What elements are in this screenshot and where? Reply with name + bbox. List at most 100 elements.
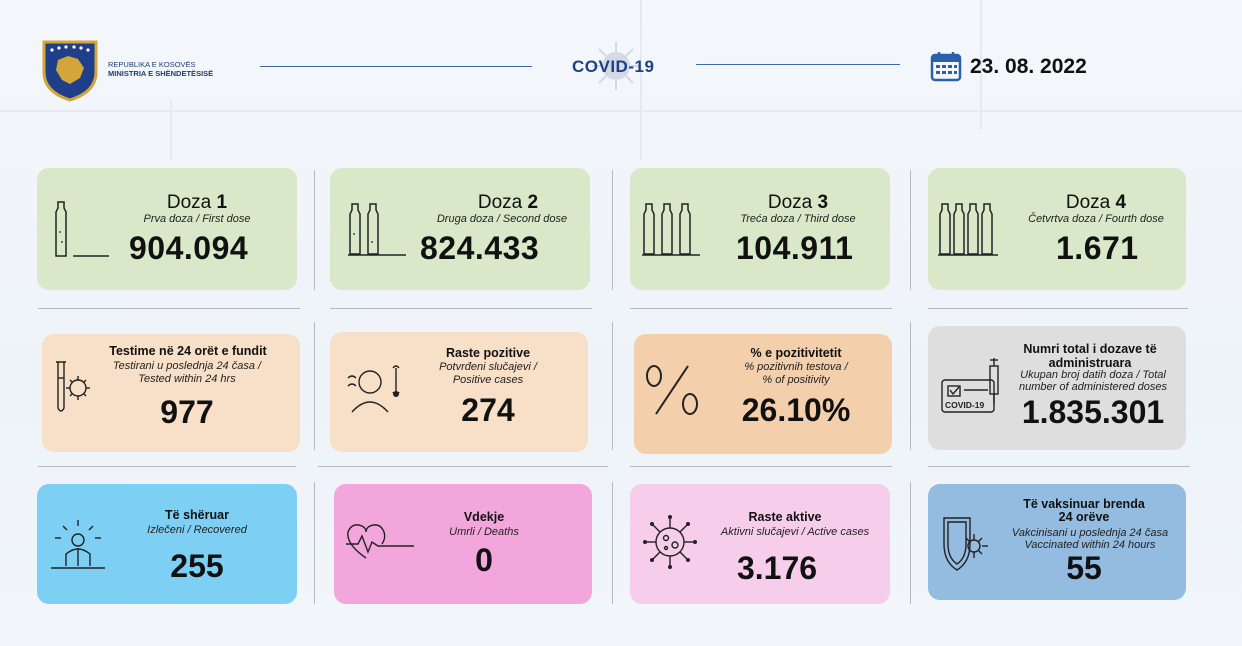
dose-2-number: 2 bbox=[527, 192, 539, 213]
dose-1-subtitle: Prva doza / First dose bbox=[143, 213, 251, 225]
ministry-name: REPUBLIKA E KOSOVËS MINISTRIA E SHËNDETË… bbox=[108, 60, 213, 78]
dose-3-subtitle: Treća doza / Third dose bbox=[740, 213, 856, 225]
vaccinated-subtitle-line1: Vakcinisani u poslednja 24 časa bbox=[1011, 527, 1169, 539]
header-divider bbox=[260, 66, 532, 67]
positivity-subtitle-line1: % pozitivnih testova / bbox=[744, 361, 848, 373]
ministry-line2: MINISTRIA E SHËNDETËSISË bbox=[108, 69, 214, 78]
positive-card: Raste pozitive Potvrđeni slučajevi / Posi… bbox=[330, 332, 588, 452]
test-tube-icon bbox=[56, 361, 90, 412]
positive-subtitle-line2: Positive cases bbox=[452, 374, 524, 386]
covid-title: COVID-19 bbox=[572, 57, 655, 76]
positive-subtitle: Potvrđeni slučajevi / Positive cases bbox=[418, 361, 558, 387]
row-divider bbox=[38, 308, 300, 309]
dose-1-title: Doza 1 bbox=[137, 192, 257, 214]
recovered-subtitle: Izlečeni / Recovered bbox=[147, 524, 247, 536]
vaccinated-value: 55 bbox=[1066, 550, 1102, 586]
column-divider bbox=[910, 322, 911, 450]
tests-subtitle: Testirani u poslednja 24 časa / Tested wi… bbox=[92, 360, 282, 386]
column-divider bbox=[314, 322, 315, 450]
vaccinated-title: Të vaksinuar brenda 24 orëve bbox=[1004, 498, 1164, 524]
dose-2-title: Doza 2 bbox=[448, 192, 568, 214]
dose-4-label: Doza bbox=[1065, 192, 1111, 213]
total-doses-card: COVID-19 Numri total i dozave të administ… bbox=[928, 326, 1186, 450]
header-divider bbox=[696, 64, 900, 65]
background-line bbox=[0, 110, 1242, 112]
row-divider bbox=[318, 466, 608, 467]
dose-3-title: Doza 3 bbox=[738, 192, 858, 214]
deaths-title: Vdekje bbox=[463, 510, 505, 524]
dose-4-card: Doza 4 Četvrtva doza / Fourth dose 1.671 bbox=[928, 168, 1186, 290]
vaccinated-title-line1: Të vaksinuar brenda bbox=[1023, 497, 1145, 511]
column-divider bbox=[910, 170, 911, 290]
tests-subtitle-line1: Testirani u poslednja 24 časa / bbox=[112, 360, 262, 372]
positivity-card: % e pozitivitetit % pozitivnih testova /… bbox=[634, 334, 892, 454]
deaths-subtitle: Umrli / Deaths bbox=[449, 526, 519, 538]
vaccinated-subtitle: Vakcinisani u poslednja 24 časa Vaccinate… bbox=[1000, 527, 1180, 551]
dose-4-value: 1.671 bbox=[1056, 230, 1139, 266]
total-doses-value: 1.835.301 bbox=[1021, 394, 1165, 430]
total-doses-title-line2: administruara bbox=[1048, 356, 1132, 370]
active-value: 3.176 bbox=[736, 550, 818, 586]
calendar-icon bbox=[930, 52, 962, 82]
positivity-title: % e pozitivitetit bbox=[750, 346, 842, 360]
dose-1-value: 904.094 bbox=[129, 230, 249, 266]
vial-icon bbox=[55, 201, 109, 257]
background-line bbox=[170, 100, 172, 160]
positive-subtitle-line1: Potvrđeni slučajevi / bbox=[439, 361, 537, 373]
report-date: 23. 08. 2022 bbox=[970, 55, 1087, 78]
total-doses-subtitle: Ukupan broj datih doza / Total number of … bbox=[1008, 369, 1178, 393]
dose-2-card: Doza 2 Druga doza / Second dose 824.433 bbox=[330, 168, 590, 290]
positivity-value: 26.10% bbox=[741, 392, 851, 428]
dose-4-number: 4 bbox=[1115, 192, 1127, 213]
dose-1-number: 1 bbox=[216, 192, 228, 213]
virus-icon bbox=[592, 42, 640, 90]
row-divider bbox=[630, 308, 892, 309]
row-divider bbox=[330, 308, 592, 309]
deaths-value: 0 bbox=[475, 542, 493, 578]
row-divider bbox=[928, 308, 1188, 309]
recovered-value: 255 bbox=[170, 548, 224, 584]
recovered-title: Të shëruar bbox=[165, 508, 229, 522]
recovered-card: Të shëruar Izlečeni / Recovered 255 bbox=[37, 484, 297, 604]
vaccine-certificate-icon: COVID-19 bbox=[941, 358, 999, 413]
background-line bbox=[980, 0, 982, 130]
column-divider bbox=[314, 170, 315, 290]
column-divider bbox=[314, 482, 315, 604]
active-title: Raste aktive bbox=[748, 510, 822, 524]
row-divider bbox=[630, 466, 892, 467]
dose-3-card: Doza 3 Treća doza / Third dose 104.911 bbox=[630, 168, 890, 290]
vaccinated-subtitle-line2: Vaccinated within 24 hours bbox=[1024, 539, 1156, 551]
total-doses-subtitle-line1: Ukupan broj datih doza / Total bbox=[1020, 369, 1166, 381]
dose-4-title: Doza 4 bbox=[1036, 192, 1156, 214]
column-divider bbox=[910, 482, 911, 604]
vaccinated-card: Të vaksinuar brenda 24 orëve Vakcinisani … bbox=[928, 484, 1186, 600]
column-divider bbox=[612, 322, 613, 450]
dose-2-label: Doza bbox=[477, 192, 523, 213]
background-line bbox=[640, 0, 642, 160]
dose-2-value: 824.433 bbox=[420, 230, 540, 266]
virus-cell-icon bbox=[643, 515, 697, 569]
fever-person-icon bbox=[347, 365, 400, 413]
tests-value: 977 bbox=[160, 394, 214, 430]
row-divider bbox=[38, 466, 296, 467]
dose-1-label: Doza bbox=[166, 192, 212, 213]
dose-3-number: 3 bbox=[817, 192, 829, 213]
row-divider bbox=[928, 466, 1190, 467]
ministry-line1: REPUBLIKA E KOSOVËS bbox=[108, 60, 196, 69]
heartbeat-icon bbox=[346, 524, 414, 559]
percent-icon bbox=[646, 365, 698, 415]
dose-3-value: 104.911 bbox=[736, 230, 854, 266]
dose-1-card: Doza 1 Prva doza / First dose 904.094 bbox=[37, 168, 297, 290]
column-divider bbox=[612, 170, 613, 290]
active-card: Raste aktive Aktivni slučajevi / Active … bbox=[630, 484, 890, 604]
tests-subtitle-line2: Tested within 24 hrs bbox=[138, 373, 236, 385]
dose-4-subtitle: Četvrtva doza / Fourth dose bbox=[1028, 213, 1164, 225]
total-doses-title: Numri total i dozave të administruara bbox=[1008, 342, 1172, 370]
vial-icon bbox=[348, 203, 406, 256]
vaccine-certificate-badge: COVID-19 bbox=[945, 400, 984, 410]
column-divider bbox=[612, 482, 613, 604]
positivity-subtitle: % pozitivnih testova /% of positivity bbox=[716, 361, 876, 387]
dose-3-label: Doza bbox=[767, 192, 813, 213]
kosovo-emblem-icon bbox=[42, 40, 98, 102]
recovered-person-icon bbox=[51, 520, 105, 569]
